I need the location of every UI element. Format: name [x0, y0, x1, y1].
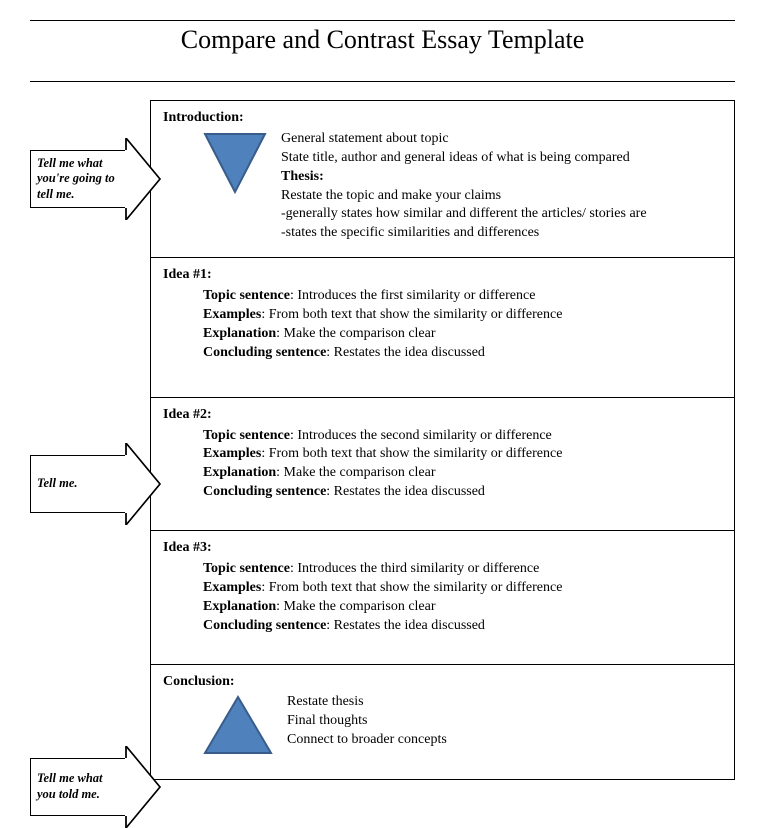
arrow-head-icon	[125, 443, 161, 525]
intro-line: State title, author and general ideas of…	[281, 149, 722, 168]
triangle-down-icon	[203, 132, 267, 192]
section-idea-2: Idea #2: Topic sentence: Introduces the …	[151, 398, 734, 531]
idea-label: Concluding sentence	[203, 345, 326, 360]
idea-text: : Introduces the third similarity or dif…	[290, 561, 539, 576]
section-idea-3: Idea #3: Topic sentence: Introduces the …	[151, 531, 734, 664]
idea-row: Explanation: Make the comparison clear	[203, 325, 722, 344]
triangle-up-icon	[203, 695, 273, 755]
main-column: Introduction: General statement about to…	[150, 100, 735, 780]
idea-row: Explanation: Make the comparison clear	[203, 598, 722, 617]
idea-row: Examples: From both text that show the s…	[203, 579, 722, 598]
idea-row: Concluding sentence: Restates the idea d…	[203, 344, 722, 363]
idea-text: : Make the comparison clear	[276, 599, 435, 614]
idea-text: : From both text that show the similarit…	[261, 580, 562, 595]
idea-text: : Make the comparison clear	[276, 326, 435, 341]
intro-text: General statement about topic State titl…	[281, 130, 722, 243]
idea-label: Explanation	[203, 326, 276, 341]
idea-text: : From both text that show the similarit…	[261, 307, 562, 322]
idea-label: Topic sentence	[203, 288, 290, 303]
conclusion-line: Final thoughts	[287, 712, 722, 731]
callout-label: Tell me what you're going to tell me.	[37, 156, 122, 203]
idea-body: Topic sentence: Introduces the second si…	[163, 427, 722, 503]
intro-body: General statement about topic State titl…	[163, 130, 722, 243]
title-bar: Compare and Contrast Essay Template	[30, 20, 735, 82]
conclusion-line: Restate thesis	[287, 693, 722, 712]
idea-text: : Restates the idea discussed	[326, 484, 485, 499]
idea-label: Topic sentence	[203, 561, 290, 576]
section-heading: Idea #1:	[163, 266, 722, 285]
idea-row: Examples: From both text that show the s…	[203, 445, 722, 464]
conclusion-text: Restate thesis Final thoughts Connect to…	[287, 693, 722, 750]
layout: Tell me what you're going to tell me. Te…	[30, 100, 735, 780]
thesis-label: Thesis:	[281, 168, 722, 187]
idea-text: : From both text that show the similarit…	[261, 446, 562, 461]
page-title: Compare and Contrast Essay Template	[30, 25, 735, 61]
idea-text: : Restates the idea discussed	[326, 345, 485, 360]
section-heading: Introduction:	[163, 109, 722, 128]
idea-label: Examples	[203, 307, 261, 322]
arrow-callout-text: Tell me what you told me.	[30, 758, 126, 816]
callout-label: Tell me what you told me.	[37, 771, 122, 802]
idea-text: : Introduces the first similarity or dif…	[290, 288, 535, 303]
arrow-callout-body: Tell me.	[30, 455, 160, 513]
idea-label: Examples	[203, 580, 261, 595]
conclusion-line: Connect to broader concepts	[287, 731, 722, 750]
idea-label: Examples	[203, 446, 261, 461]
idea-label: Concluding sentence	[203, 618, 326, 633]
idea-label: Explanation	[203, 465, 276, 480]
thesis-line: Restate the topic and make your claims	[281, 187, 722, 206]
section-conclusion: Conclusion: Restate thesis Final thought…	[151, 665, 734, 780]
idea-row: Concluding sentence: Restates the idea d…	[203, 483, 722, 502]
arrow-callout-text: Tell me what you're going to tell me.	[30, 150, 126, 208]
idea-body: Topic sentence: Introduces the first sim…	[163, 287, 722, 363]
callout-label: Tell me.	[37, 476, 78, 492]
idea-row: Topic sentence: Introduces the first sim…	[203, 287, 722, 306]
section-heading: Conclusion:	[163, 673, 722, 692]
idea-label: Topic sentence	[203, 428, 290, 443]
idea-text: : Make the comparison clear	[276, 465, 435, 480]
idea-text: : Restates the idea discussed	[326, 618, 485, 633]
conclusion-body: Restate thesis Final thoughts Connect to…	[163, 693, 722, 755]
idea-row: Examples: From both text that show the s…	[203, 306, 722, 325]
idea-text: : Introduces the second similarity or di…	[290, 428, 552, 443]
arrow-callout-conclusion: Tell me what you told me.	[30, 758, 160, 816]
section-introduction: Introduction: General statement about to…	[151, 101, 734, 258]
thesis-line: -generally states how similar and differ…	[281, 205, 722, 224]
arrow-callout-intro: Tell me what you're going to tell me.	[30, 150, 160, 208]
idea-row: Topic sentence: Introduces the second si…	[203, 427, 722, 446]
section-heading: Idea #2:	[163, 406, 722, 425]
arrow-head-icon	[125, 138, 161, 220]
arrow-callout-text: Tell me.	[30, 455, 126, 513]
intro-line: General statement about topic	[281, 130, 722, 149]
idea-label: Explanation	[203, 599, 276, 614]
section-idea-1: Idea #1: Topic sentence: Introduces the …	[151, 258, 734, 397]
idea-label: Concluding sentence	[203, 484, 326, 499]
idea-row: Explanation: Make the comparison clear	[203, 464, 722, 483]
thesis-line: -states the specific similarities and di…	[281, 224, 722, 243]
idea-row: Concluding sentence: Restates the idea d…	[203, 617, 722, 636]
idea-row: Topic sentence: Introduces the third sim…	[203, 560, 722, 579]
idea-body: Topic sentence: Introduces the third sim…	[163, 560, 722, 636]
callouts-column: Tell me what you're going to tell me. Te…	[30, 100, 150, 780]
arrow-head-icon	[125, 746, 161, 828]
section-heading: Idea #3:	[163, 539, 722, 558]
